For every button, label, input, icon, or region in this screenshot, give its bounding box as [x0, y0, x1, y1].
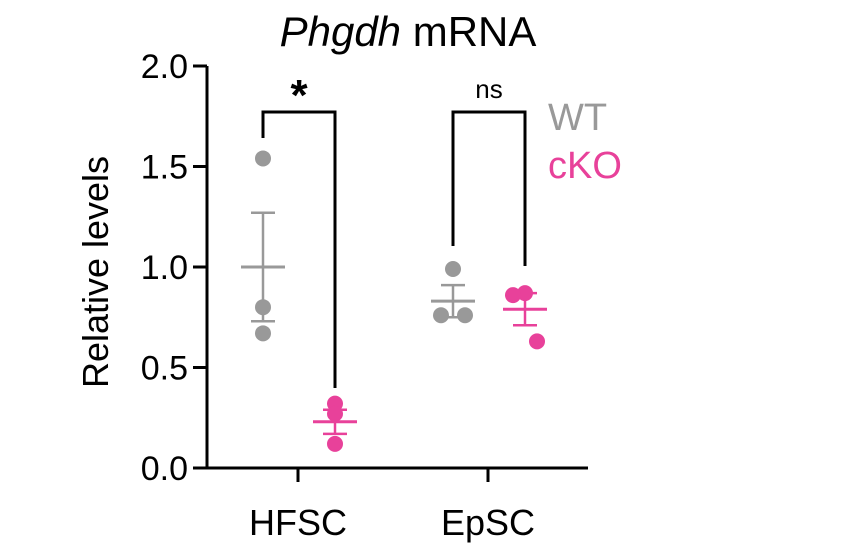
data-point — [255, 150, 271, 167]
data-point — [327, 405, 343, 422]
data-point — [457, 307, 473, 324]
y-tick-label: 2.0 — [141, 48, 188, 86]
data-point — [505, 287, 521, 304]
significance-label: * — [290, 71, 308, 120]
chart-title-gene: Phgdh — [280, 8, 401, 55]
chart-title-suffix: mRNA — [401, 8, 536, 55]
data-point — [529, 333, 545, 350]
legend-entry: cKO — [548, 145, 622, 187]
significance-bracket — [451, 110, 527, 266]
y-axis-label: Relative levels — [75, 156, 116, 388]
data-marks — [241, 150, 547, 452]
data-point — [327, 435, 343, 452]
data-point — [445, 261, 461, 278]
chart-title: Phgdh mRNA — [280, 8, 537, 55]
data-point — [433, 307, 449, 324]
x-ticks: HFSC EpSC — [249, 468, 535, 543]
data-point — [517, 285, 533, 302]
significance-brackets: * ns — [261, 71, 527, 388]
x-tick-label: HFSC — [249, 502, 347, 543]
x-tick-label: EpSC — [441, 502, 535, 543]
legend-entry: WT — [548, 97, 607, 139]
significance-label: ns — [475, 74, 502, 104]
data-point — [255, 299, 271, 316]
y-tick-label: 0.5 — [141, 350, 188, 388]
data-point — [255, 325, 271, 342]
y-tick-label: 0.0 — [141, 450, 188, 488]
significance-bracket — [261, 110, 337, 388]
y-tick-label: 1.5 — [141, 149, 188, 187]
y-tick-label: 1.0 — [141, 249, 188, 287]
legend: WT cKO — [548, 97, 622, 187]
y-ticks: 0.0 0.5 1.0 1.5 2.0 — [141, 48, 207, 488]
